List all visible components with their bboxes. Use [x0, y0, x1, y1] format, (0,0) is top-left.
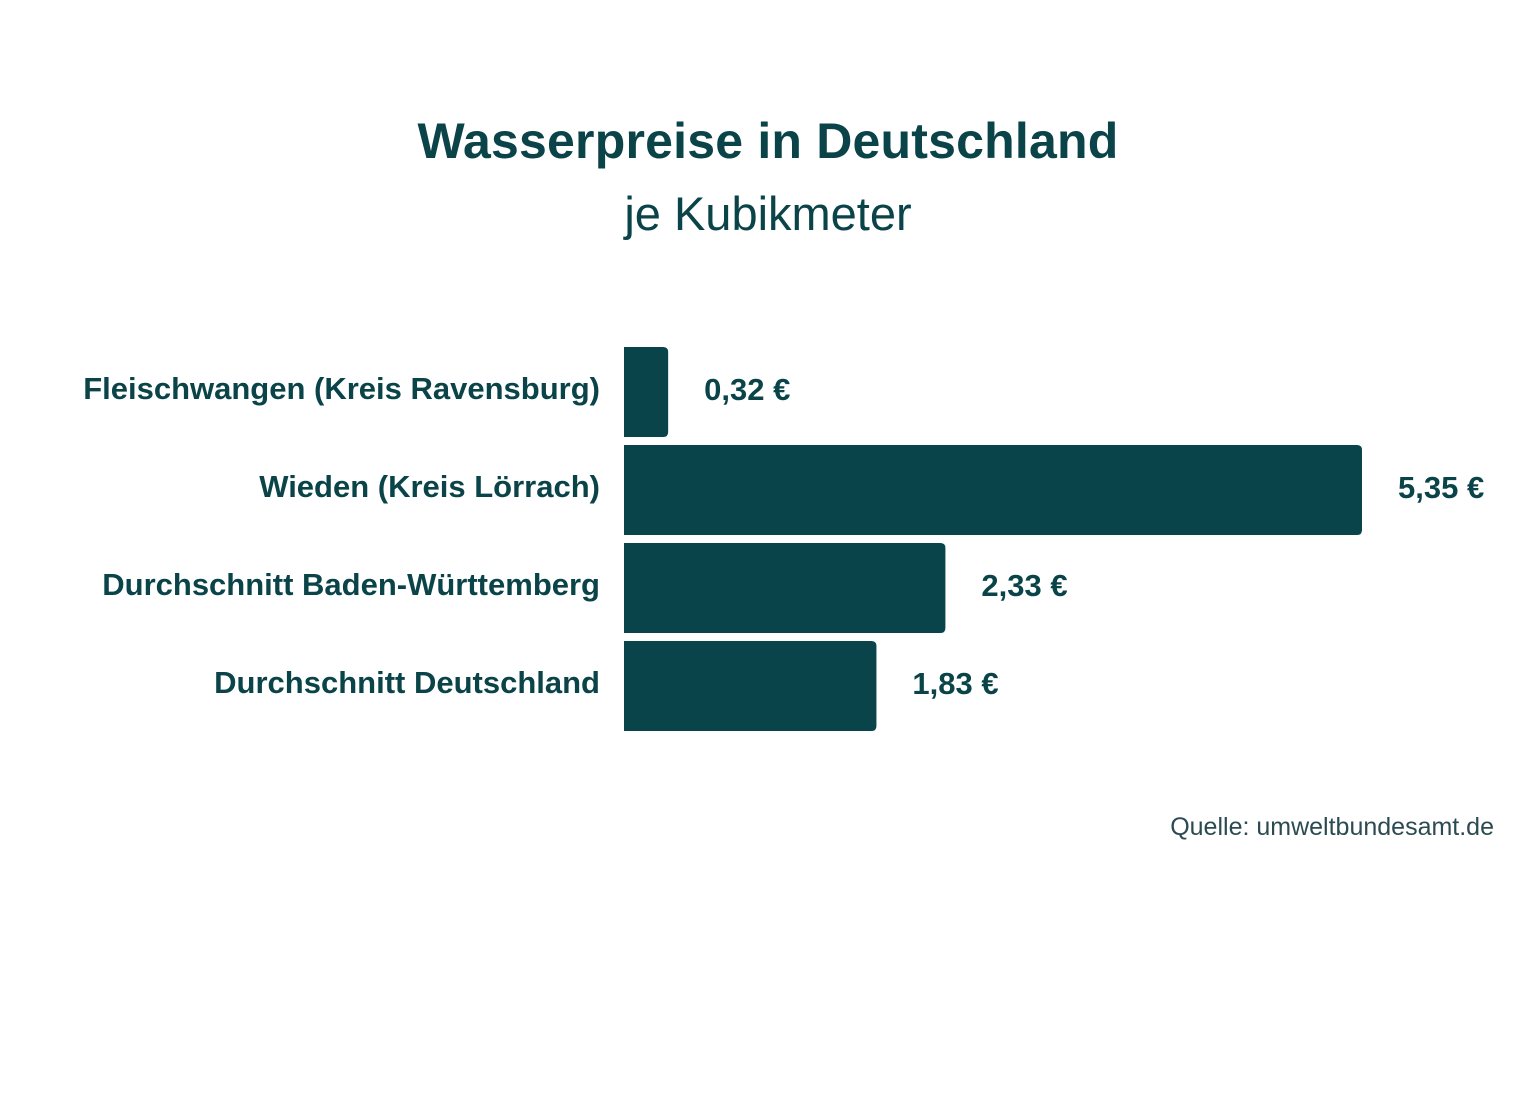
category-label: Durchschnitt Deutschland	[214, 665, 600, 700]
category-label: Wieden (Kreis Lörrach)	[259, 469, 600, 504]
chart-source: Quelle: umweltbundesamt.de	[1170, 813, 1494, 841]
category-label: Fleischwangen (Kreis Ravensburg)	[83, 371, 600, 406]
bar	[624, 445, 1362, 535]
chart-subtitle: je Kubikmeter	[624, 187, 912, 240]
bars-layer: Fleischwangen (Kreis Ravensburg) 0,32 € Wi…	[83, 347, 1484, 731]
value-label: 2,33 €	[981, 568, 1067, 603]
chart-title: Wasserpreise in Deutschland	[417, 113, 1119, 169]
bar	[624, 641, 877, 731]
category-label: Durchschnitt Baden-Württemberg	[102, 567, 600, 602]
bar	[624, 347, 669, 437]
value-label: 5,35 €	[1398, 470, 1484, 505]
value-label: 1,83 €	[912, 666, 998, 701]
bar	[624, 543, 946, 633]
value-label: 0,32 €	[704, 372, 790, 407]
